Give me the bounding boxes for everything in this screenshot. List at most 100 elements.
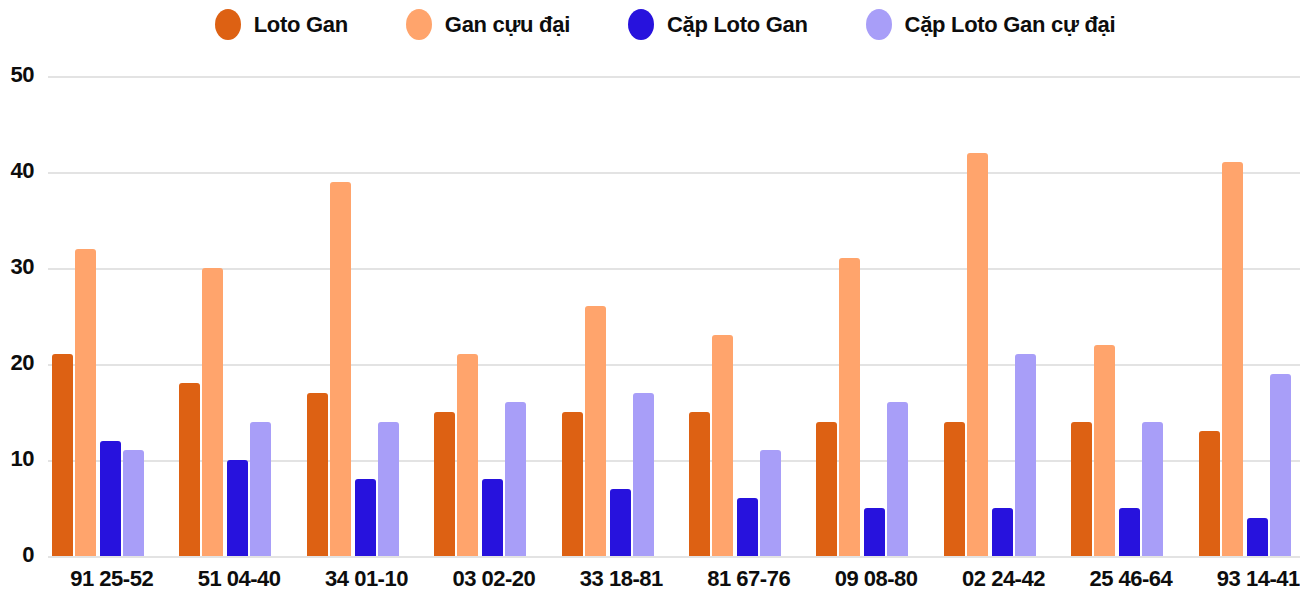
y-tick-label: 50 — [0, 62, 34, 88]
bar-cap-loto-gan[interactable] — [1247, 518, 1268, 556]
x-axis-label-text: 03 02-20 — [452, 566, 535, 592]
x-axis-label: 02 24-42 — [940, 566, 1067, 592]
legend-item-loto-gan[interactable]: Loto Gan — [215, 9, 348, 40]
bar-cluster — [816, 258, 908, 556]
legend-label: Cặp Loto Gan — [667, 12, 808, 38]
x-axis-label: 81 67-76 — [685, 566, 812, 592]
bar-group-25-46-64: 25 46-64 — [1067, 76, 1194, 600]
legend-label: Loto Gan — [254, 12, 348, 38]
legend-item-cap-loto-gan-cu-ai[interactable]: Cặp Loto Gan cự đại — [866, 9, 1116, 40]
x-axis-label-text: 93 14-41 — [1217, 566, 1300, 592]
bar-loto-gan[interactable] — [1199, 431, 1220, 556]
x-axis-label-text: 33 18-81 — [580, 566, 663, 592]
bar-cap-loto-gan-cu-ai[interactable] — [887, 402, 908, 556]
bar-cluster — [1199, 162, 1291, 556]
bar-cluster — [1071, 345, 1163, 556]
bar-cap-loto-gan-cu-ai[interactable] — [760, 450, 781, 556]
bar-cap-loto-gan[interactable] — [100, 441, 121, 556]
bar-gan-cuu-ai[interactable] — [457, 354, 478, 556]
x-axis-label: 93 14-41 — [1195, 566, 1300, 592]
bar-cap-loto-gan[interactable] — [1119, 508, 1140, 556]
legend-item-gan-cuu-ai[interactable]: Gan cựu đại — [406, 9, 570, 40]
x-axis-label: 25 46-64 — [1067, 566, 1194, 592]
bar-cluster — [689, 335, 781, 556]
y-tick-label: 30 — [0, 254, 34, 280]
bar-loto-gan[interactable] — [179, 383, 200, 556]
y-tick-label: 20 — [0, 350, 34, 376]
bar-cap-loto-gan-cu-ai[interactable] — [633, 393, 654, 556]
bar-loto-gan[interactable] — [52, 354, 73, 556]
legend-item-cap-loto-gan[interactable]: Cặp Loto Gan — [628, 9, 808, 40]
bar-gan-cuu-ai[interactable] — [712, 335, 733, 556]
plot-area: 0 10 20 30 40 50 91 25-52 51 04-40 34 01-10 03 0… — [0, 0, 1300, 600]
bar-loto-gan[interactable] — [689, 412, 710, 556]
bar-group-09-08-80: 09 08-80 — [812, 76, 939, 600]
bar-cluster — [179, 268, 271, 556]
bar-cap-loto-gan[interactable] — [482, 479, 503, 556]
bar-gan-cuu-ai[interactable] — [202, 268, 223, 556]
legend-label: Cặp Loto Gan cự đại — [905, 12, 1116, 38]
bar-cluster — [944, 153, 1036, 556]
bar-cap-loto-gan-cu-ai[interactable] — [1270, 374, 1291, 556]
legend-swatch-icon — [215, 9, 241, 40]
bar-gan-cuu-ai[interactable] — [1094, 345, 1115, 556]
x-axis-label-text: 51 04-40 — [198, 566, 281, 592]
bar-cap-loto-gan-cu-ai[interactable] — [378, 422, 399, 556]
bar-gan-cuu-ai[interactable] — [839, 258, 860, 556]
y-tick-label: 0 — [0, 542, 34, 568]
bar-group-81-67-76: 81 67-76 — [685, 76, 812, 600]
bar-group-03-02-20: 03 02-20 — [430, 76, 557, 600]
legend-swatch-icon — [866, 9, 892, 40]
y-tick-label: 40 — [0, 158, 34, 184]
bar-cluster — [307, 182, 399, 556]
bar-cap-loto-gan[interactable] — [864, 508, 885, 556]
bar-cap-loto-gan[interactable] — [227, 460, 248, 556]
bar-cluster — [434, 354, 526, 556]
x-axis-label-text: 09 08-80 — [835, 566, 918, 592]
grouped-bar-chart: Loto Gan Gan cựu đại Cặp Loto Gan Cặp Loto … — [0, 0, 1300, 600]
bar-gan-cuu-ai[interactable] — [967, 153, 988, 556]
bar-cap-loto-gan[interactable] — [355, 479, 376, 556]
legend-swatch-icon — [406, 9, 432, 40]
x-axis-label: 33 18-81 — [558, 566, 685, 592]
x-axis-label: 09 08-80 — [812, 566, 939, 592]
bar-cluster — [52, 249, 144, 556]
bar-group-91-25-52: 91 25-52 — [48, 76, 175, 600]
x-axis-label-text: 34 01-10 — [325, 566, 408, 592]
bar-cap-loto-gan[interactable] — [992, 508, 1013, 556]
x-axis-label: 51 04-40 — [175, 566, 302, 592]
legend-swatch-icon — [628, 9, 654, 40]
bar-cap-loto-gan-cu-ai[interactable] — [1142, 422, 1163, 556]
bar-loto-gan[interactable] — [434, 412, 455, 556]
legend-label: Gan cựu đại — [445, 12, 570, 38]
bar-cap-loto-gan[interactable] — [610, 489, 631, 556]
x-axis-label-text: 91 25-52 — [70, 566, 153, 592]
bar-group-34-01-10: 34 01-10 — [303, 76, 430, 600]
bar-group-93-14-41: 93 14-41 — [1195, 76, 1300, 600]
bar-cap-loto-gan[interactable] — [737, 498, 758, 556]
bar-loto-gan[interactable] — [816, 422, 837, 556]
bar-cap-loto-gan-cu-ai[interactable] — [1015, 354, 1036, 556]
bar-cap-loto-gan-cu-ai[interactable] — [123, 450, 144, 556]
x-axis-label: 34 01-10 — [303, 566, 430, 592]
bar-loto-gan[interactable] — [307, 393, 328, 556]
bar-group-02-24-42: 02 24-42 — [940, 76, 1067, 600]
bar-loto-gan[interactable] — [944, 422, 965, 556]
bar-cap-loto-gan-cu-ai[interactable] — [505, 402, 526, 556]
bar-gan-cuu-ai[interactable] — [330, 182, 351, 556]
bar-gan-cuu-ai[interactable] — [75, 249, 96, 556]
bar-loto-gan[interactable] — [1071, 422, 1092, 556]
x-axis-label-text: 02 24-42 — [962, 566, 1045, 592]
bar-cluster — [562, 306, 654, 556]
bar-gan-cuu-ai[interactable] — [585, 306, 606, 556]
y-tick-label: 10 — [0, 446, 34, 472]
x-axis-label: 91 25-52 — [48, 566, 175, 592]
x-axis-label-text: 25 46-64 — [1089, 566, 1172, 592]
bar-cap-loto-gan-cu-ai[interactable] — [250, 422, 271, 556]
bar-gan-cuu-ai[interactable] — [1222, 162, 1243, 556]
x-axis-label: 03 02-20 — [430, 566, 557, 592]
x-axis-label-text: 81 67-76 — [707, 566, 790, 592]
bar-loto-gan[interactable] — [562, 412, 583, 556]
legend: Loto Gan Gan cựu đại Cặp Loto Gan Cặp Loto … — [30, 9, 1300, 40]
bar-group-33-18-81: 33 18-81 — [558, 76, 685, 600]
